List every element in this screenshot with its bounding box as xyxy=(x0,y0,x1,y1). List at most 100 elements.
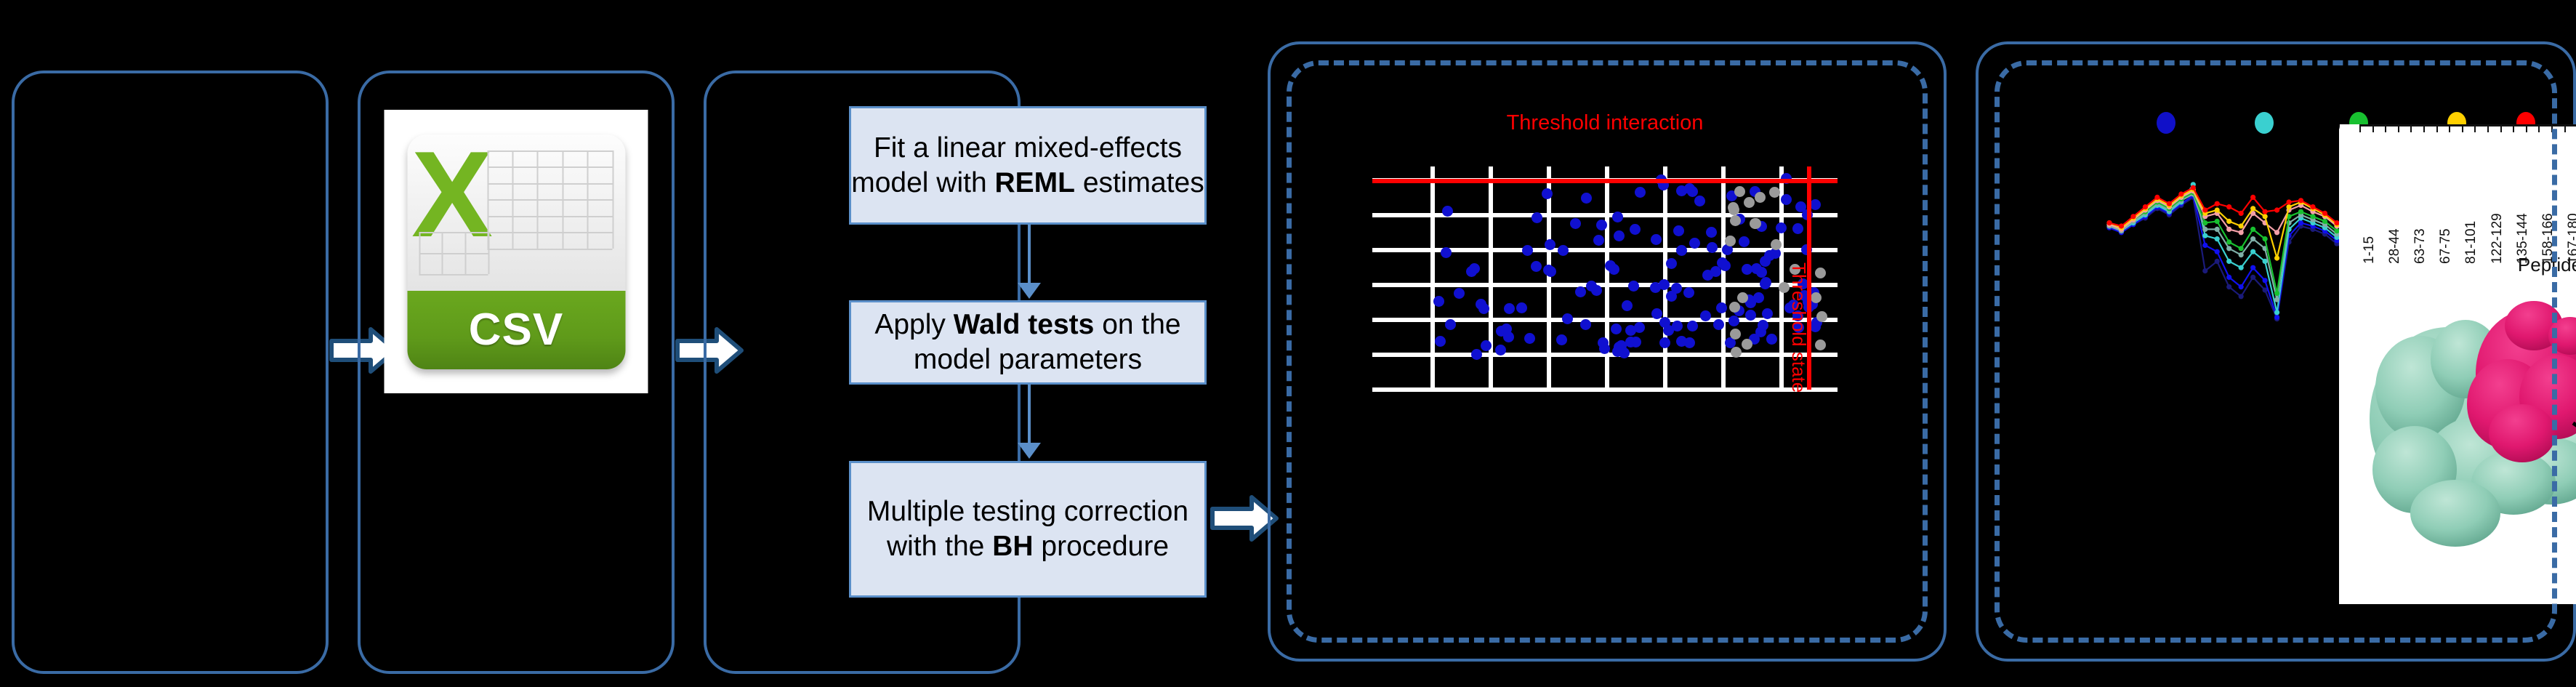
data-point-significant xyxy=(1694,195,1705,206)
data-point-significant xyxy=(1753,292,1765,303)
volcano-plot-area xyxy=(1372,166,1838,392)
data-point-significant xyxy=(1689,237,1700,249)
peptide-axis-tick xyxy=(2372,124,2374,132)
csv-label: CSV xyxy=(468,305,564,355)
csv-grid-lines-secondary xyxy=(419,231,489,276)
series-marker xyxy=(2262,258,2268,264)
data-point-significant xyxy=(1710,266,1721,278)
data-point-significant xyxy=(1614,230,1625,242)
series-marker xyxy=(2274,314,2280,320)
csv-grid-lines xyxy=(487,150,613,250)
series-marker xyxy=(2130,214,2136,220)
peptide-axis-tick xyxy=(2397,124,2399,132)
data-point-nonsignificant xyxy=(1744,196,1755,208)
data-point-significant xyxy=(1787,299,1799,310)
grid-line-vertical xyxy=(1489,166,1493,390)
step-wald-bold: Wald tests xyxy=(953,309,1095,341)
data-point-nonsignificant xyxy=(1810,292,1822,304)
series-marker xyxy=(2310,204,2316,210)
data-point-significant xyxy=(1616,340,1627,351)
data-point-significant xyxy=(1758,319,1768,331)
excel-x-letter: X xyxy=(411,134,494,262)
peptide-axis-tick xyxy=(2449,124,2451,132)
grid-line-horizontal xyxy=(1372,317,1838,322)
data-point-significant xyxy=(1738,236,1750,247)
data-point-significant xyxy=(1500,323,1512,334)
data-point-significant xyxy=(1441,246,1452,258)
data-point-significant xyxy=(1770,247,1782,259)
series-marker xyxy=(2274,297,2280,302)
data-point-nonsignificant xyxy=(1750,218,1761,229)
series-marker xyxy=(2286,199,2292,205)
connector-arrowhead-1 xyxy=(1018,283,1041,299)
arrow-csv-to-analysis xyxy=(675,325,744,376)
series-marker xyxy=(2226,274,2232,280)
data-point-significant xyxy=(1659,316,1671,328)
series-marker xyxy=(2274,207,2280,213)
data-point-significant xyxy=(1444,319,1456,331)
grid-line-horizontal xyxy=(1372,282,1838,287)
data-point-significant xyxy=(1780,194,1792,206)
data-point-significant xyxy=(1597,337,1609,349)
peptide-axis-tick xyxy=(2436,124,2438,132)
csv-file-icon: X CSV xyxy=(384,110,648,393)
data-point-significant xyxy=(1494,344,1506,355)
series-marker xyxy=(2322,210,2328,216)
peptide-axis-line xyxy=(2359,124,2576,126)
data-point-significant xyxy=(1766,333,1778,345)
connector-reml-to-wald xyxy=(1028,225,1031,283)
grid-line-vertical xyxy=(1547,166,1551,390)
data-point-significant xyxy=(1650,281,1662,293)
data-point-significant xyxy=(1659,337,1671,348)
peptide-axis-tick xyxy=(2525,124,2527,132)
threshold-interaction-line xyxy=(1372,178,1838,183)
data-point-nonsignificant xyxy=(1729,329,1741,340)
series-marker xyxy=(2250,274,2256,280)
data-point-significant xyxy=(1612,211,1624,222)
data-point-significant xyxy=(1558,244,1569,256)
data-point-significant xyxy=(1593,235,1604,246)
data-point-nonsignificant xyxy=(1728,301,1740,313)
series-marker xyxy=(2274,230,2280,236)
data-point-nonsignificant xyxy=(1754,191,1766,203)
series-marker xyxy=(2238,265,2244,270)
data-point-significant xyxy=(1627,281,1639,292)
protein-surface-graphic xyxy=(2370,301,2576,547)
series-marker xyxy=(2310,214,2316,220)
data-point-nonsignificant xyxy=(1737,292,1749,304)
data-point-significant xyxy=(1621,300,1633,312)
data-point-significant xyxy=(1750,263,1762,275)
data-point-significant xyxy=(1633,322,1645,334)
data-point-significant xyxy=(1699,310,1711,321)
series-marker xyxy=(2202,268,2208,274)
peptide-axis-title: Peptide xyxy=(2517,254,2576,276)
data-point-nonsignificant xyxy=(1771,238,1782,250)
series-marker xyxy=(2226,246,2232,252)
data-point-significant xyxy=(1522,244,1534,256)
data-point-significant xyxy=(1433,295,1445,307)
data-point-significant xyxy=(1715,302,1727,313)
data-point-significant xyxy=(1792,222,1804,234)
data-point-nonsignificant xyxy=(1742,339,1753,350)
data-point-significant xyxy=(1453,287,1465,299)
data-point-significant xyxy=(1470,348,1482,360)
series-marker xyxy=(2274,255,2280,261)
data-point-nonsignificant xyxy=(1731,346,1742,358)
series-marker xyxy=(2262,278,2268,284)
series-marker xyxy=(2298,220,2304,226)
series-marker xyxy=(2250,236,2256,242)
series-marker xyxy=(2238,210,2244,216)
data-point-significant xyxy=(1760,278,1771,289)
data-point-significant xyxy=(1531,212,1542,224)
series-marker xyxy=(2322,218,2328,224)
data-point-significant xyxy=(1586,281,1598,292)
data-point-significant xyxy=(1675,335,1687,347)
step-box-reml: Fit a linear mixed-effects model with RE… xyxy=(849,106,1207,225)
data-point-significant xyxy=(1744,297,1756,308)
series-marker xyxy=(2250,249,2256,254)
series-marker xyxy=(2250,265,2256,270)
series-marker xyxy=(2334,228,2340,234)
series-marker xyxy=(2238,284,2244,290)
connector-arrowhead-2 xyxy=(1018,443,1041,459)
data-point-significant xyxy=(1441,205,1453,217)
